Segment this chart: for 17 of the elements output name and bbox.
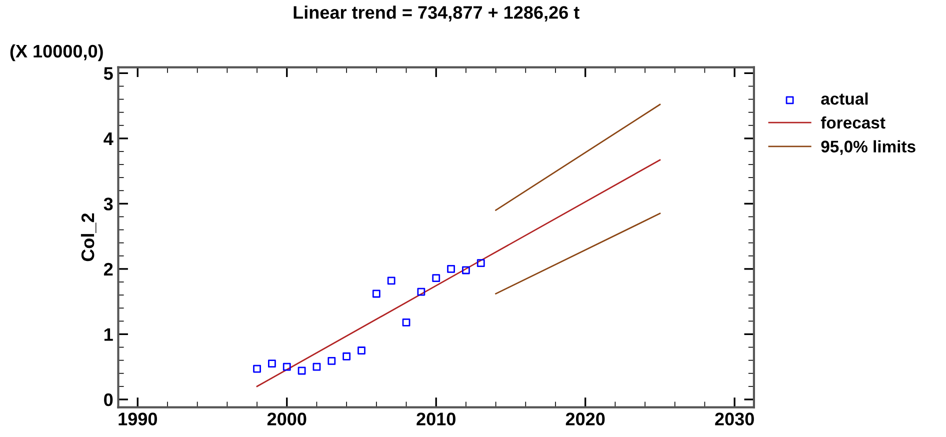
x-tick-label: 2020	[566, 412, 605, 426]
legend-label: forecast	[820, 116, 886, 129]
y-tick-label: 4	[104, 132, 114, 145]
x-tick-label: 2000	[267, 412, 306, 426]
text: (X 10000,0)	[10, 44, 103, 62]
y-tick-label: 0	[104, 393, 113, 406]
y-tick-label: 1	[104, 328, 113, 341]
y-axis-title: Col_2	[80, 213, 96, 262]
x-tick-label: 2010	[416, 412, 456, 426]
chart-title: Linear trend = 734,877 + 1286,26 t	[294, 6, 580, 22]
y-tick-label: 5	[104, 67, 113, 80]
x-tick-label: 2030	[715, 412, 754, 426]
y-tick-label: 2	[104, 262, 113, 276]
x-tick-label: 1990	[118, 412, 157, 426]
y-tick-label: 3	[104, 198, 113, 210]
legend-label: 95,0% limits	[821, 140, 916, 155]
legend-label: actual	[821, 92, 868, 105]
